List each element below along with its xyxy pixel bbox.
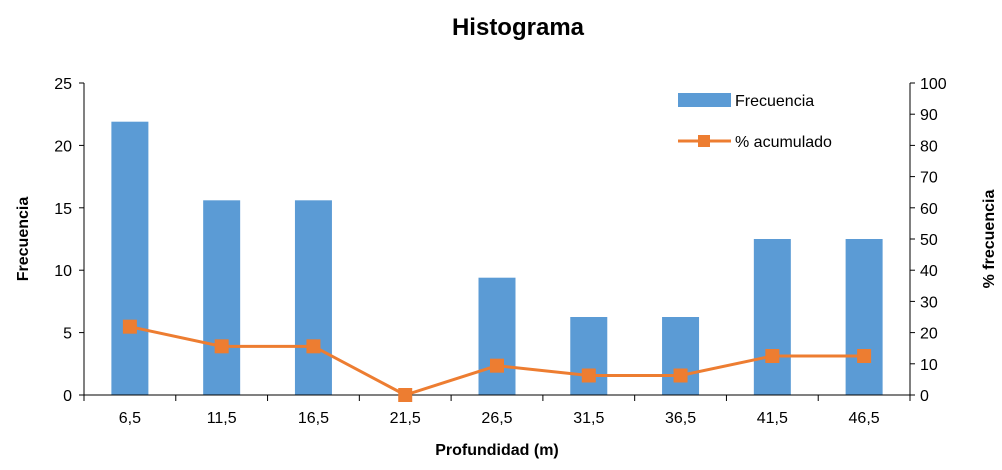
x-tick-label: 16,5 (298, 410, 329, 427)
acumulado-marker-21,5 (398, 388, 413, 402)
right-tick-label: 30 (920, 294, 938, 311)
acumulado-marker-46,5 (857, 349, 872, 363)
x-axis-title: Profundidad (m) (435, 442, 559, 459)
right-tick-label: 60 (920, 201, 938, 218)
legend-swatch-frecuencia (678, 93, 731, 107)
x-tick-label: 36,5 (665, 410, 696, 427)
left-tick-label: 5 (63, 326, 72, 343)
left-tick-label: 10 (54, 263, 72, 280)
left-tick-label: 0 (63, 388, 72, 405)
legend-label-acumulado: % acumulado (735, 134, 832, 151)
x-tick-label: 31,5 (573, 410, 604, 427)
right-tick-label: 20 (920, 326, 938, 343)
right-axis-ticks: 0 10 20 30 40 50 60 70 80 90 100 (910, 76, 947, 405)
legend: Frecuencia % acumulado (678, 93, 832, 151)
acumulado-marker-11,5 (214, 339, 229, 354)
x-tick-label: 46,5 (849, 410, 880, 427)
legend-label-frecuencia: Frecuencia (735, 93, 814, 110)
right-tick-label: 50 (920, 232, 938, 249)
legend-marker-acumulado (698, 135, 710, 147)
right-tick-label: 90 (920, 107, 938, 124)
bar-26,5 (478, 277, 516, 395)
acumulado-marker-16,5 (306, 339, 321, 354)
left-axis-ticks: 0 5 10 15 20 25 (54, 76, 84, 405)
line-series (122, 319, 872, 402)
bar-16,5 (294, 200, 332, 395)
right-tick-label: 40 (920, 263, 938, 280)
right-tick-label: 80 (920, 138, 938, 155)
y2-axis-title: % frecuencia (981, 190, 998, 289)
acumulado-marker-26,5 (490, 358, 504, 373)
bar-31,5 (570, 317, 608, 395)
bar-41,5 (753, 239, 791, 395)
chart-title: Histograma (452, 14, 585, 41)
y-axis-title: Frecuencia (15, 197, 32, 282)
right-tick-label: 70 (920, 170, 938, 187)
bar-11,5 (203, 200, 241, 395)
left-tick-label: 25 (54, 76, 72, 93)
x-axis-ticks: 6,5 11,5 16,5 21,5 26,5 31,5 36,5 41,5 46,5 (83, 395, 911, 427)
acumulado-marker-31,5 (581, 368, 596, 383)
right-tick-label: 0 (920, 388, 929, 405)
left-tick-label: 20 (54, 138, 72, 155)
acumulado-marker-41,5 (765, 349, 780, 363)
acumulado-marker-36,5 (673, 368, 688, 383)
bar-6,5 (111, 121, 149, 396)
bar-46,5 (845, 239, 883, 395)
x-tick-label: 11,5 (207, 410, 237, 427)
x-tick-label: 21,5 (390, 410, 421, 427)
x-tick-label: 26,5 (481, 410, 512, 427)
right-tick-label: 100 (920, 76, 947, 93)
left-tick-label: 15 (54, 201, 72, 218)
x-tick-label: 6,5 (119, 410, 141, 427)
x-tick-label: 41,5 (757, 410, 788, 427)
right-tick-label: 10 (920, 357, 938, 374)
bar-36,5 (662, 317, 700, 395)
acumulado-marker-6,5 (122, 319, 137, 334)
